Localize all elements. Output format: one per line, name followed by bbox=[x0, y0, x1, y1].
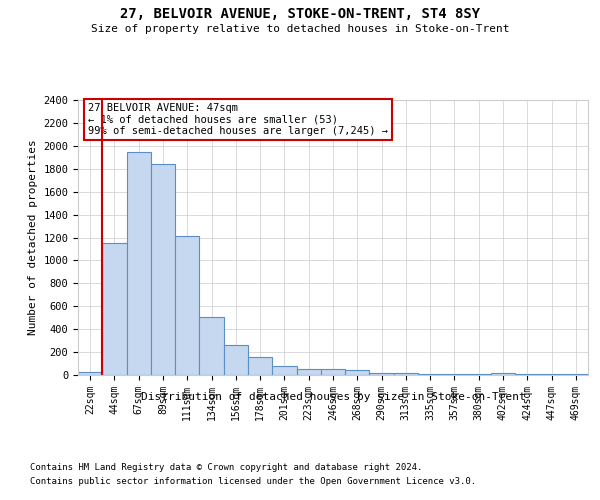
Text: 27, BELVOIR AVENUE, STOKE-ON-TRENT, ST4 8SY: 27, BELVOIR AVENUE, STOKE-ON-TRENT, ST4 … bbox=[120, 8, 480, 22]
Bar bbox=[370, 372, 394, 375]
Text: Contains HM Land Registry data © Crown copyright and database right 2024.: Contains HM Land Registry data © Crown c… bbox=[30, 462, 422, 471]
Bar bbox=[394, 374, 418, 375]
Bar bbox=[151, 164, 175, 375]
Bar bbox=[199, 316, 224, 375]
Bar bbox=[78, 372, 102, 375]
Bar bbox=[296, 370, 321, 375]
Bar bbox=[467, 374, 491, 375]
Text: Contains public sector information licensed under the Open Government Licence v3: Contains public sector information licen… bbox=[30, 478, 476, 486]
Text: 27 BELVOIR AVENUE: 47sqm
← 1% of detached houses are smaller (53)
99% of semi-de: 27 BELVOIR AVENUE: 47sqm ← 1% of detache… bbox=[88, 103, 388, 136]
Bar bbox=[418, 374, 442, 375]
Bar bbox=[539, 374, 564, 375]
Bar bbox=[345, 370, 370, 375]
Bar bbox=[442, 374, 467, 375]
Bar bbox=[272, 366, 296, 375]
Bar bbox=[102, 243, 127, 375]
Bar bbox=[224, 344, 248, 375]
Bar bbox=[564, 374, 588, 375]
Bar bbox=[127, 152, 151, 375]
Bar bbox=[515, 374, 539, 375]
Bar bbox=[321, 370, 345, 375]
Text: Size of property relative to detached houses in Stoke-on-Trent: Size of property relative to detached ho… bbox=[91, 24, 509, 34]
Bar bbox=[248, 357, 272, 375]
Bar bbox=[175, 236, 199, 375]
Y-axis label: Number of detached properties: Number of detached properties bbox=[28, 140, 38, 336]
Bar bbox=[491, 372, 515, 375]
Text: Distribution of detached houses by size in Stoke-on-Trent: Distribution of detached houses by size … bbox=[140, 392, 526, 402]
